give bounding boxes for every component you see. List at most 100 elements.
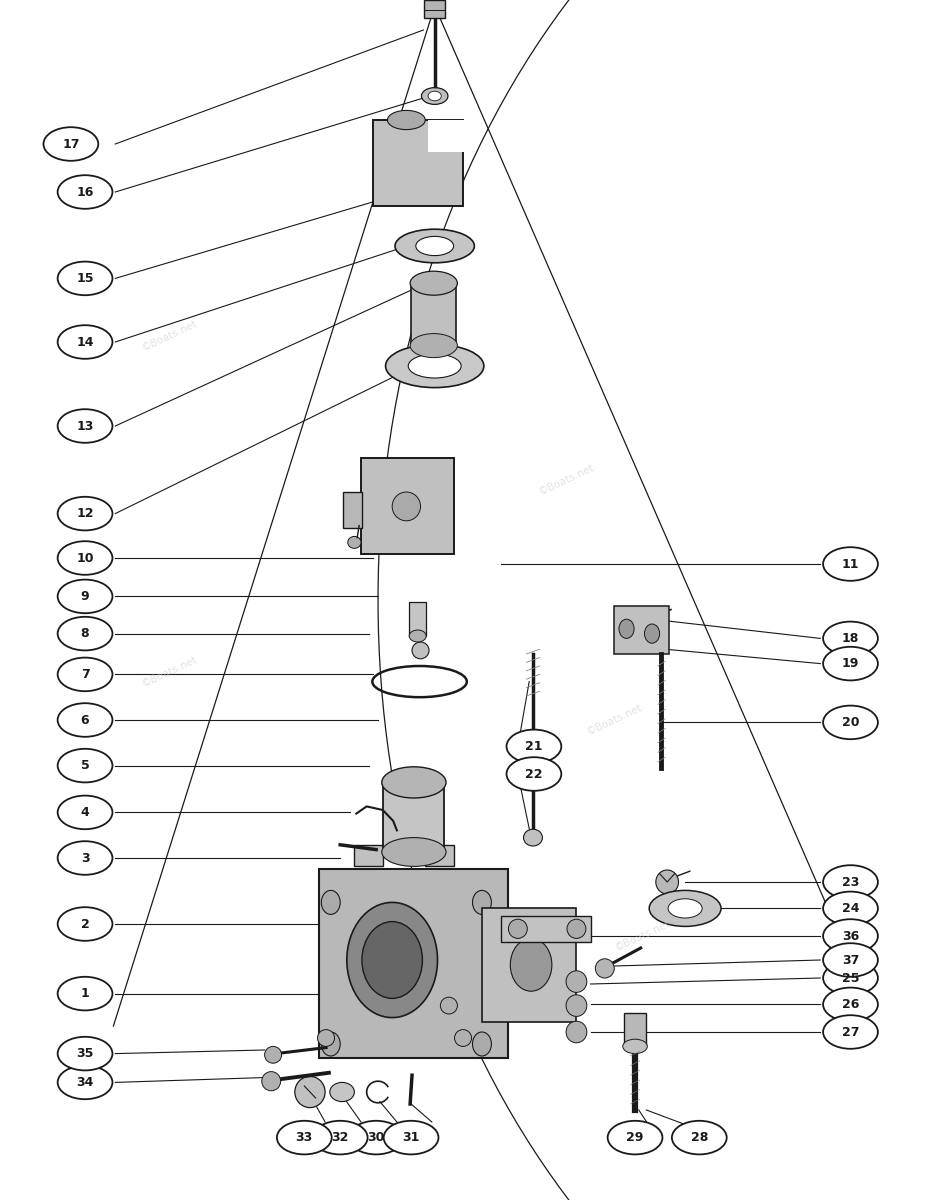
Ellipse shape [58,907,112,941]
Ellipse shape [383,1121,438,1154]
Ellipse shape [410,334,457,358]
Ellipse shape [295,1076,325,1108]
Ellipse shape [58,1037,112,1070]
Ellipse shape [822,865,877,899]
Ellipse shape [58,262,112,295]
Ellipse shape [618,619,633,638]
Text: 11: 11 [841,558,858,570]
Text: 3: 3 [80,852,90,864]
Ellipse shape [408,354,461,378]
Ellipse shape [329,1082,354,1102]
Ellipse shape [58,658,112,691]
Ellipse shape [381,767,446,798]
Ellipse shape [362,922,422,998]
Text: 2: 2 [80,918,90,930]
Ellipse shape [392,492,420,521]
Text: 17: 17 [62,138,79,150]
Ellipse shape [649,890,720,926]
Ellipse shape [565,995,586,1016]
Text: 26: 26 [841,998,858,1010]
Text: 23: 23 [841,876,858,888]
FancyBboxPatch shape [319,869,508,1058]
Ellipse shape [261,1072,280,1091]
Ellipse shape [317,1030,334,1046]
Ellipse shape [565,1021,586,1043]
Ellipse shape [58,580,112,613]
Ellipse shape [415,236,453,256]
Ellipse shape [58,796,112,829]
Ellipse shape [644,624,659,643]
FancyBboxPatch shape [614,606,668,654]
FancyBboxPatch shape [373,120,463,206]
Ellipse shape [822,1015,877,1049]
Ellipse shape [667,899,701,918]
Ellipse shape [822,547,877,581]
Ellipse shape [655,870,678,894]
Text: 33: 33 [295,1132,312,1144]
Ellipse shape [412,642,429,659]
Ellipse shape [387,110,425,130]
Text: ©Boats.net: ©Boats.net [141,655,199,689]
Text: 27: 27 [841,1026,858,1038]
Ellipse shape [421,88,447,104]
Ellipse shape [506,757,561,791]
Ellipse shape [428,91,441,101]
FancyBboxPatch shape [382,782,444,852]
Ellipse shape [346,902,437,1018]
Ellipse shape [58,325,112,359]
Ellipse shape [822,961,877,995]
FancyBboxPatch shape [425,845,453,866]
Ellipse shape [595,959,614,978]
Text: 16: 16 [76,186,93,198]
Ellipse shape [58,1066,112,1099]
Ellipse shape [58,841,112,875]
FancyBboxPatch shape [361,458,453,554]
Text: 25: 25 [841,972,858,984]
Ellipse shape [58,541,112,575]
Ellipse shape [409,630,426,642]
Ellipse shape [264,1046,281,1063]
Ellipse shape [565,971,586,992]
Text: 19: 19 [841,658,858,670]
Text: 9: 9 [80,590,90,602]
Ellipse shape [58,497,112,530]
Ellipse shape [510,938,551,991]
Ellipse shape [822,647,877,680]
FancyBboxPatch shape [343,492,362,528]
FancyBboxPatch shape [354,845,382,866]
Text: 32: 32 [331,1132,348,1144]
Ellipse shape [58,703,112,737]
Text: 15: 15 [76,272,93,284]
Ellipse shape [381,838,446,866]
Ellipse shape [440,997,457,1014]
Text: 30: 30 [367,1132,384,1144]
Text: 37: 37 [841,954,858,966]
Text: 4: 4 [80,806,90,818]
Text: 28: 28 [690,1132,707,1144]
Text: 34: 34 [76,1076,93,1088]
Text: 35: 35 [76,1048,93,1060]
Ellipse shape [58,977,112,1010]
Text: ©Boats.net: ©Boats.net [141,319,199,353]
Ellipse shape [822,988,877,1021]
Ellipse shape [822,622,877,655]
Ellipse shape [385,344,483,388]
Ellipse shape [523,829,542,846]
Ellipse shape [58,175,112,209]
Text: 5: 5 [80,760,90,772]
Ellipse shape [347,536,361,548]
Ellipse shape [395,229,474,263]
Ellipse shape [506,730,561,763]
Ellipse shape [454,1030,471,1046]
Ellipse shape [671,1121,726,1154]
Ellipse shape [58,617,112,650]
Ellipse shape [622,1039,647,1054]
Text: 22: 22 [525,768,542,780]
Ellipse shape [472,1032,491,1056]
Ellipse shape [58,409,112,443]
Ellipse shape [312,1121,367,1154]
Ellipse shape [43,127,98,161]
Text: 8: 8 [80,628,90,640]
FancyBboxPatch shape [411,283,456,346]
Ellipse shape [822,892,877,925]
